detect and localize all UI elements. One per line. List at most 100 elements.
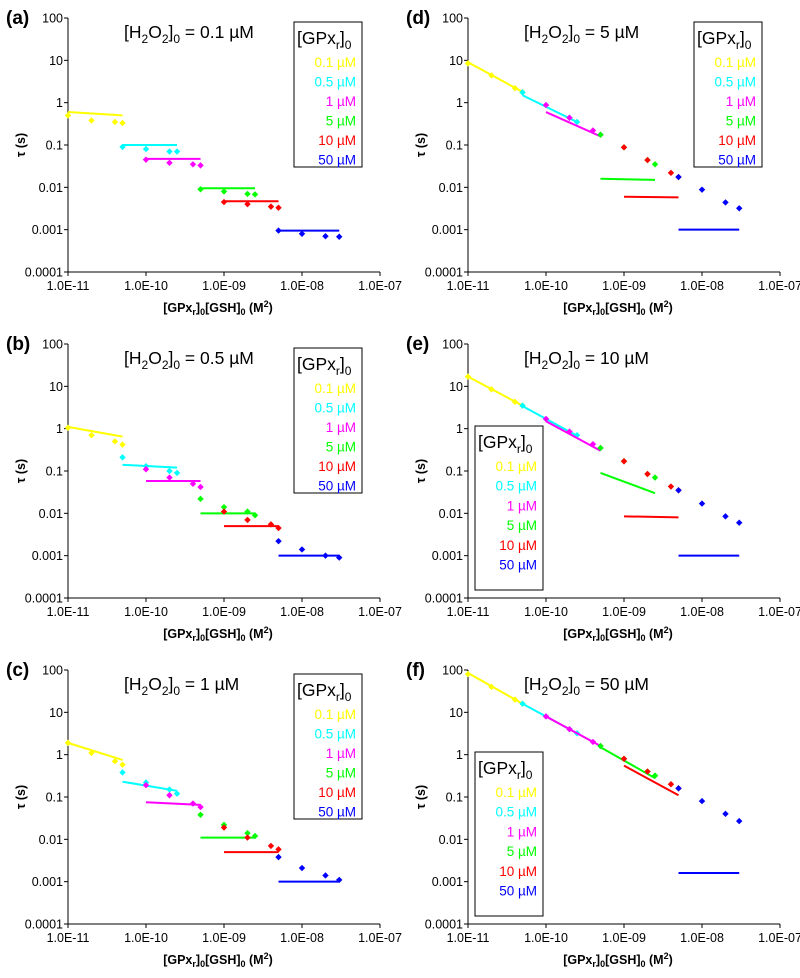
legend-box <box>293 347 363 494</box>
data-point <box>166 786 173 793</box>
data-point <box>589 440 597 448</box>
y-axis-title: τ (s) <box>414 785 428 809</box>
legend-item: 1 µM <box>726 94 756 109</box>
fit-line <box>623 195 679 199</box>
y-tick-label: 1 <box>56 748 63 762</box>
data-point <box>267 842 275 850</box>
legend: [GPxr]0 0.1 µM 0.5 µM 1 µM 5 µM 10 µM 50 µM <box>693 21 763 168</box>
data-point <box>244 516 251 524</box>
fit-line <box>67 425 123 438</box>
data-point <box>275 204 282 211</box>
chart-svg-d: 0.0001 0.001 0.01 0.1 1 10 100 1.0E-11 1.0E-10 1.… <box>406 8 800 317</box>
data-point <box>667 169 675 177</box>
data-point <box>197 811 204 818</box>
y-tick-label: 100 <box>442 664 463 678</box>
legend-item: 50 µM <box>499 558 537 573</box>
data-point <box>119 143 126 151</box>
data-point <box>322 233 329 240</box>
data-point <box>322 872 329 879</box>
y-tick-label: 0.001 <box>432 223 463 237</box>
x-axis-title: [GPxr]0[GSH]0 (M2) <box>563 299 673 317</box>
data-point <box>88 432 95 439</box>
data-point <box>166 474 173 481</box>
data-point <box>88 117 95 124</box>
legend-item: 0.5 µM <box>495 805 537 820</box>
legend-item: 1 µM <box>326 94 356 109</box>
legend: [GPxr]0 0.1 µM 0.5 µM 1 µM 5 µM 10 µM 50 µM <box>293 347 363 494</box>
x-tick-label: 1.0E-07 <box>358 605 402 619</box>
legend-item: 0.1 µM <box>314 707 356 722</box>
x-tick-label: 1.0E-11 <box>47 931 90 945</box>
x-tick-label: 1.0E-07 <box>358 279 402 293</box>
data-point <box>698 186 706 193</box>
data-point <box>736 817 743 825</box>
x-tick-label: 1.0E-07 <box>758 605 800 619</box>
data-point <box>519 89 526 96</box>
data-point <box>244 200 251 208</box>
y-tick-label: 0.001 <box>32 223 63 237</box>
data-point <box>566 725 573 733</box>
chart-panel-f: 0.0001 0.001 0.01 0.1 1 10 100 1.0E-11 1.0E-10 1.… <box>400 652 800 978</box>
x-tick-label: 1.0E-09 <box>602 279 646 293</box>
data-point <box>488 72 495 79</box>
y-tick-label: 0.1 <box>46 791 63 805</box>
legend-item: 50 µM <box>718 153 756 168</box>
data-point <box>119 761 126 768</box>
data-point <box>275 227 282 234</box>
legend-item: 0.1 µM <box>314 55 356 70</box>
data-point <box>464 670 472 678</box>
y-tick-label: 1 <box>456 422 463 436</box>
fit-line <box>600 177 656 181</box>
data-point <box>667 483 675 490</box>
x-tick-label: 1.0E-08 <box>280 279 324 293</box>
x-tick-label: 1.0E-08 <box>680 931 724 945</box>
x-axis-title: [GPxr]0[GSH]0 (M2) <box>163 625 273 643</box>
legend-item: 10 µM <box>499 538 537 553</box>
x-tick-label: 1.0E-09 <box>602 931 646 945</box>
x-tick-label: 1.0E-10 <box>124 605 168 619</box>
data-point <box>597 131 604 138</box>
legend-item: 10 µM <box>318 459 356 474</box>
data-point <box>275 853 282 861</box>
legend-item: 5 µM <box>326 440 356 455</box>
data-point <box>675 785 682 792</box>
legend-item: 0.1 µM <box>314 381 356 396</box>
data-point <box>142 156 150 163</box>
legend-item: 0.5 µM <box>314 727 356 742</box>
chart-svg-a: 0.0001 0.001 0.01 0.1 1 10 100 1.0E-11 1.0E-10 1.… <box>6 8 402 317</box>
y-tick-label: 10 <box>449 54 463 68</box>
data-point <box>111 438 119 445</box>
panel-label: (b) <box>6 334 30 355</box>
x-tick-label: 1.0E-11 <box>447 279 490 293</box>
data-point <box>566 428 573 435</box>
y-tick-label: 0.001 <box>32 875 63 889</box>
chart-panel-b: 0.0001 0.001 0.01 0.1 1 10 100 1.0E-11 1.0E-10 1.… <box>0 326 402 652</box>
chart-svg-e: 0.0001 0.001 0.01 0.1 1 10 100 1.0E-11 1.0E-10 1.… <box>406 334 800 643</box>
data-point <box>166 467 173 475</box>
y-tick-label: 100 <box>42 12 63 26</box>
fit-line <box>67 741 123 761</box>
data-point <box>64 424 72 431</box>
legend: [GPxr]0 0.1 µM 0.5 µM 1 µM 5 µM 10 µM 50 µM <box>293 673 363 820</box>
data-point <box>119 441 126 448</box>
fit-line <box>545 420 601 452</box>
y-tick-label: 0.0001 <box>25 592 63 606</box>
y-tick-label: 10 <box>49 54 63 68</box>
fit-line <box>545 111 601 138</box>
y-tick-label: 1 <box>56 96 63 110</box>
x-axis-title: [GPxr]0[GSH]0 (M2) <box>563 951 673 969</box>
panel-label: (f) <box>406 660 425 681</box>
data-point <box>64 112 72 119</box>
data-point <box>220 188 228 195</box>
legend: [GPxr]0 0.1 µM 0.5 µM 1 µM 5 µM 10 µM 50 µM <box>474 425 544 591</box>
y-tick-label: 0.01 <box>39 833 63 847</box>
fit-line <box>600 471 656 495</box>
legend-item: 50 µM <box>318 479 356 494</box>
data-point <box>251 191 259 198</box>
chart-panel-a: 0.0001 0.001 0.01 0.1 1 10 100 1.0E-11 1.0E-10 1.… <box>0 0 402 326</box>
legend-item: 0.1 µM <box>714 55 756 70</box>
chart-panel-d: 0.0001 0.001 0.01 0.1 1 10 100 1.0E-11 1.0E-10 1.… <box>400 0 800 326</box>
x-tick-label: 1.0E-11 <box>447 605 490 619</box>
data-point <box>698 500 706 507</box>
y-tick-label: 0.0001 <box>25 266 63 280</box>
